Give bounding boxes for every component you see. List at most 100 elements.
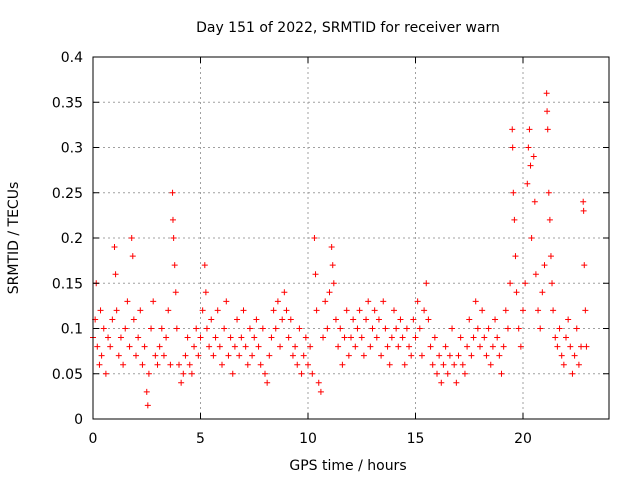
- data-point: [307, 343, 314, 350]
- data-point: [530, 153, 537, 160]
- data-point: [348, 334, 354, 341]
- data-point: [100, 325, 107, 332]
- data-point: [358, 334, 365, 341]
- data-point: [545, 189, 552, 196]
- data-point: [96, 361, 103, 368]
- data-point: [406, 343, 413, 350]
- data-point: [543, 90, 550, 97]
- data-point: [234, 316, 241, 323]
- data-point: [223, 298, 230, 305]
- data-point: [496, 352, 503, 359]
- data-point: [401, 361, 408, 368]
- data-point: [356, 307, 363, 314]
- data-point: [113, 307, 120, 314]
- data-point: [169, 189, 176, 196]
- data-point: [408, 352, 415, 359]
- data-point: [277, 343, 284, 350]
- data-point: [472, 298, 479, 305]
- data-point: [457, 334, 464, 341]
- data-point: [268, 334, 275, 341]
- data-point: [315, 379, 322, 386]
- data-point: [102, 370, 109, 377]
- data-point: [442, 343, 449, 350]
- data-point: [216, 343, 223, 350]
- data-point: [556, 325, 563, 332]
- data-point: [492, 316, 499, 323]
- data-point: [270, 307, 277, 314]
- data-point: [487, 361, 494, 368]
- data-point: [354, 325, 361, 332]
- data-point: [115, 352, 122, 359]
- y-tick-label: 0.1: [61, 322, 83, 338]
- data-point: [120, 361, 127, 368]
- data-point: [208, 316, 215, 323]
- data-point: [410, 316, 417, 323]
- data-point: [214, 307, 221, 314]
- y-tick-label: 0.15: [52, 276, 83, 292]
- data-point: [117, 334, 124, 341]
- data-point: [262, 370, 268, 377]
- data-point: [360, 352, 367, 359]
- data-point: [170, 235, 177, 241]
- data-point: [423, 280, 430, 287]
- data-point: [375, 316, 382, 323]
- data-point: [352, 343, 359, 350]
- data-point: [264, 379, 271, 386]
- data-point: [515, 325, 522, 332]
- data-point: [311, 235, 318, 241]
- data-point: [324, 325, 331, 332]
- data-point: [520, 307, 526, 314]
- data-point: [425, 316, 432, 323]
- y-tick-label: 0.25: [52, 186, 83, 202]
- data-point: [257, 361, 264, 368]
- data-point: [279, 316, 286, 323]
- data-point: [188, 370, 195, 377]
- data-point: [343, 307, 350, 314]
- x-axis-label: GPS time / hours: [289, 458, 406, 474]
- data-point: [229, 370, 236, 377]
- data-point: [509, 144, 516, 151]
- data-point: [477, 343, 483, 350]
- axis-ticks: 0 0.05 0.1 0.15 0.2 0.25 0.3 0.35 0.4 0 5 10 15 20: [52, 50, 609, 447]
- data-point: [524, 180, 531, 187]
- data-point: [371, 307, 378, 314]
- data-point: [544, 126, 551, 133]
- data-point: [339, 361, 346, 368]
- data-point: [440, 361, 447, 368]
- data-point: [525, 144, 532, 151]
- data-point: [552, 334, 559, 341]
- data-point: [199, 307, 206, 314]
- data-point: [434, 370, 440, 377]
- x-tick-label: 20: [514, 431, 532, 447]
- y-tick-label: 0: [74, 412, 83, 428]
- data-point: [158, 325, 165, 332]
- data-point: [563, 334, 569, 341]
- data-point: [107, 343, 114, 350]
- data-point: [182, 352, 189, 359]
- data-point: [298, 370, 305, 377]
- data-point: [483, 352, 490, 359]
- data-point: [328, 244, 335, 251]
- data-points: [90, 90, 590, 409]
- data-point: [511, 216, 518, 223]
- data-point: [246, 325, 253, 332]
- data-point: [539, 289, 546, 296]
- data-point: [416, 325, 423, 332]
- data-point: [122, 325, 129, 332]
- data-point: [380, 298, 387, 305]
- data-point: [502, 307, 509, 314]
- data-point: [582, 307, 589, 314]
- data-point: [332, 316, 339, 323]
- data-point: [335, 343, 342, 350]
- data-point: [575, 361, 582, 368]
- data-point: [255, 343, 262, 350]
- data-point: [292, 343, 299, 350]
- data-point: [285, 334, 292, 341]
- data-point: [350, 316, 357, 323]
- data-point: [129, 253, 136, 260]
- data-point: [105, 334, 112, 341]
- data-point: [283, 307, 290, 314]
- data-point: [203, 325, 210, 332]
- data-point: [206, 343, 213, 350]
